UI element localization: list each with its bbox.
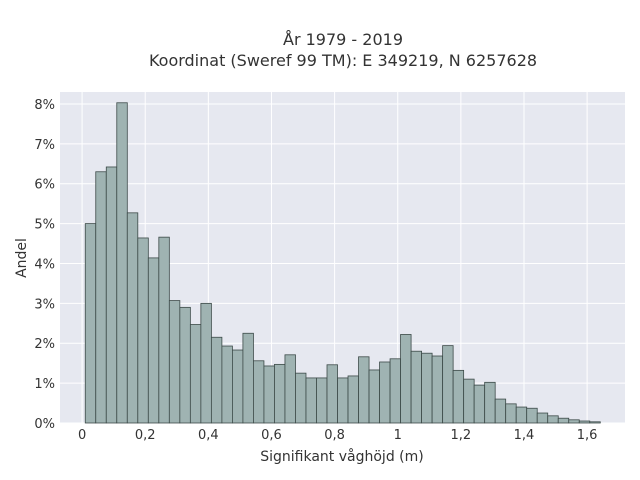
y-tick-label: 0% xyxy=(34,417,55,432)
histogram-bar xyxy=(95,171,107,424)
histogram-bar xyxy=(442,345,454,424)
histogram-bar xyxy=(473,384,486,424)
histogram-bar xyxy=(126,212,139,424)
histogram-bar xyxy=(557,417,570,424)
x-axis-ticks: 0 0,2 0,4 0,6 0,8 1 1,2 1,4 1,6 xyxy=(78,428,598,443)
histogram-bar xyxy=(326,364,338,424)
histogram-bar xyxy=(200,302,212,424)
histogram-bar xyxy=(547,415,559,424)
histogram-bar xyxy=(536,412,549,424)
histogram-bar xyxy=(494,398,507,424)
histogram-bar xyxy=(431,355,444,424)
histogram-bar xyxy=(116,102,128,424)
histogram-bar xyxy=(253,360,265,424)
histogram-bar xyxy=(526,407,538,424)
x-tick-label: 1,2 xyxy=(451,428,472,443)
histogram-bar xyxy=(505,403,517,424)
histogram-bar xyxy=(147,257,160,424)
histogram-bar xyxy=(84,223,97,424)
histogram-bar xyxy=(578,420,591,424)
histogram-bar xyxy=(158,236,170,424)
y-tick-label: 8% xyxy=(34,98,55,113)
histogram-bar xyxy=(379,361,391,424)
histogram-bar xyxy=(368,369,380,424)
y-axis-ticks: 0% 1% 2% 3% 4% 5% 6% 7% 8% xyxy=(34,98,55,432)
histogram-bar xyxy=(452,369,465,424)
histogram-bar xyxy=(232,349,244,424)
x-tick-label: 1,6 xyxy=(577,428,598,443)
histogram-bar xyxy=(463,378,475,424)
x-tick-label: 0,4 xyxy=(198,428,219,443)
histogram-bar xyxy=(389,358,401,424)
histogram-bar xyxy=(274,363,286,424)
y-tick-label: 2% xyxy=(34,337,55,352)
histogram-bar xyxy=(105,166,118,424)
x-tick-label: 1,4 xyxy=(514,428,535,443)
histogram-bar xyxy=(515,406,528,424)
histogram-bar xyxy=(421,352,433,424)
histogram-bar xyxy=(358,356,370,424)
y-tick-label: 7% xyxy=(34,138,55,153)
chart-title-line-2: Koordinat (Sweref 99 TM): E 349219, N 62… xyxy=(149,51,537,70)
y-tick-label: 4% xyxy=(34,257,55,272)
x-tick-label: 0,2 xyxy=(135,428,156,443)
y-tick-label: 3% xyxy=(34,297,55,312)
histogram-bar xyxy=(410,350,423,424)
histogram-bar xyxy=(137,237,149,424)
histogram-bar xyxy=(263,365,275,424)
histogram-bar xyxy=(347,375,359,424)
histogram-bar xyxy=(484,381,496,424)
histogram-bar xyxy=(242,332,254,424)
y-tick-label: 5% xyxy=(34,218,55,233)
x-tick-label: 1 xyxy=(394,428,402,443)
histogram-bar xyxy=(189,324,202,424)
histogram-bar xyxy=(168,300,181,424)
histogram-bar xyxy=(179,306,191,424)
y-tick-label: 1% xyxy=(34,377,55,392)
x-tick-label: 0,6 xyxy=(261,428,282,443)
bars xyxy=(84,102,601,424)
histogram-bar xyxy=(210,336,223,424)
x-tick-label: 0,8 xyxy=(324,428,345,443)
histogram-bar xyxy=(295,372,307,424)
histogram-bar xyxy=(589,421,601,424)
histogram-bar xyxy=(316,377,328,424)
histogram-bar xyxy=(568,419,580,424)
histogram-bar xyxy=(400,334,412,424)
histogram-bar xyxy=(305,377,317,424)
histogram-bar xyxy=(284,354,296,424)
y-tick-label: 6% xyxy=(34,178,55,193)
histogram-bar xyxy=(221,345,233,424)
x-tick-label: 0 xyxy=(78,428,86,443)
y-axis-label: Andel xyxy=(14,238,30,278)
histogram-bar xyxy=(337,377,349,424)
chart-title-line-1: År 1979 - 2019 xyxy=(283,30,403,49)
x-axis-label: Signifikant våghöjd (m) xyxy=(260,448,423,465)
